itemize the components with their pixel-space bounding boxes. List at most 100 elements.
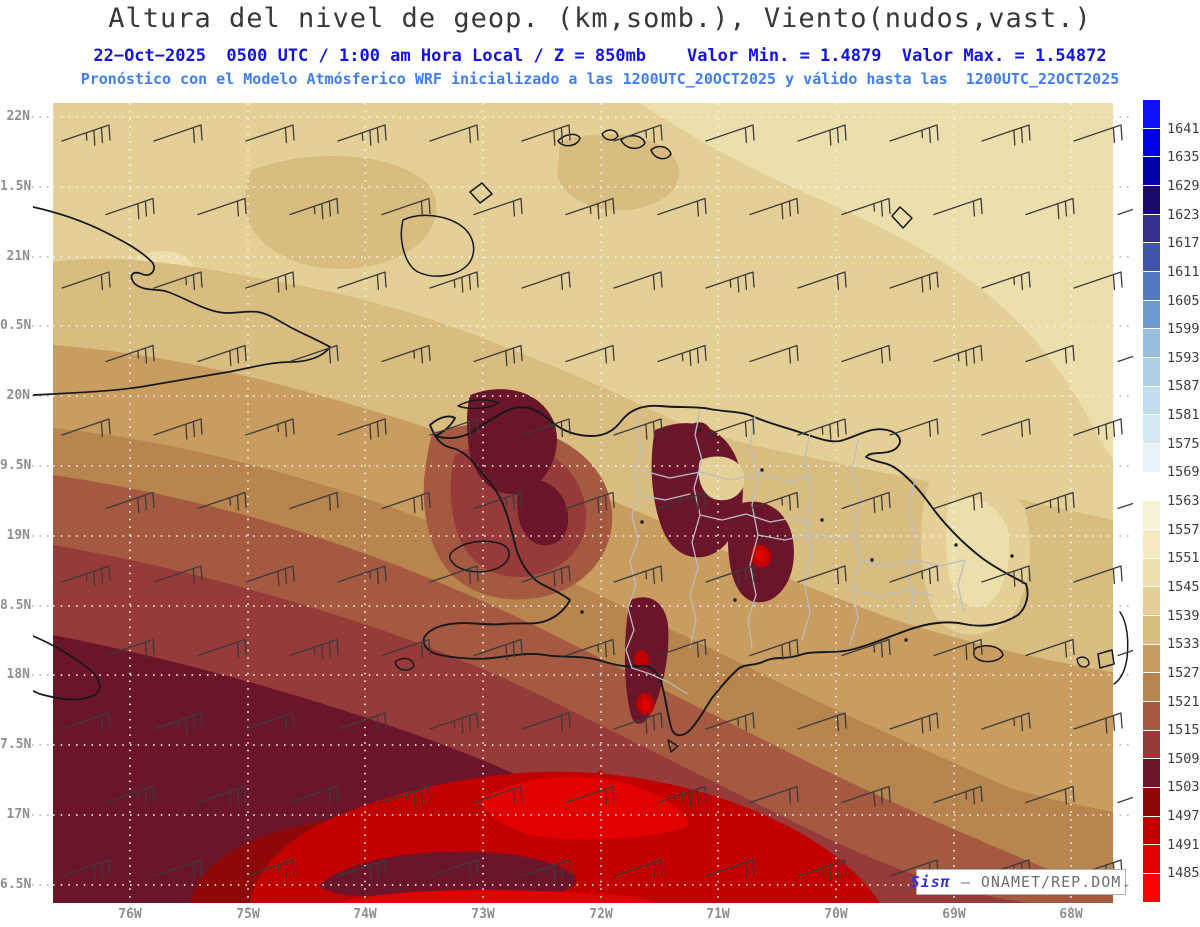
wind-barb bbox=[153, 565, 203, 585]
coastline-caicos bbox=[557, 129, 672, 160]
colorbar-tick-label: 1563 bbox=[1167, 493, 1200, 509]
colorbar-segment bbox=[1143, 730, 1160, 759]
wind-barb bbox=[749, 197, 799, 220]
province-borders bbox=[625, 409, 966, 695]
colorbar-segment bbox=[1143, 501, 1160, 530]
wind-barb bbox=[1073, 124, 1123, 144]
wind-barb bbox=[705, 271, 755, 293]
colorbar-tick-label: 1551 bbox=[1167, 550, 1200, 567]
wind-barb bbox=[749, 344, 799, 364]
coastline-cuba bbox=[33, 206, 331, 396]
wind-barb bbox=[981, 418, 1031, 438]
contour-band bbox=[690, 422, 712, 449]
wind-barb bbox=[841, 491, 891, 514]
y-tick-label: 20N bbox=[6, 388, 30, 403]
coastline-mona bbox=[1076, 656, 1090, 668]
x-tick-label: 69W bbox=[942, 907, 966, 922]
wind-barb bbox=[105, 491, 155, 514]
coastline-jamaica bbox=[33, 635, 101, 701]
wind-barb bbox=[797, 712, 847, 732]
coastline-navidad bbox=[891, 206, 913, 229]
x-tick-label: 72W bbox=[589, 907, 613, 922]
colorbar-tick-label: 1485 bbox=[1167, 865, 1200, 882]
wind-barb bbox=[289, 638, 339, 661]
colorbar-segment bbox=[1143, 788, 1160, 816]
colorbar-tick-label: 1575 bbox=[1167, 435, 1200, 452]
wind-barb bbox=[381, 638, 431, 658]
colorbar-tick-label: 1545 bbox=[1167, 578, 1200, 595]
wind-barb bbox=[429, 712, 479, 734]
wind-barb bbox=[981, 859, 1031, 881]
wind-barb bbox=[705, 418, 755, 438]
wind-barb bbox=[153, 271, 203, 291]
y-tick-label: 9.5N bbox=[0, 458, 32, 473]
wind-barb bbox=[797, 124, 847, 146]
x-tick-label: 74W bbox=[353, 907, 377, 922]
wind-barb bbox=[657, 197, 707, 217]
wind-barb bbox=[797, 859, 847, 881]
x-tick-label: 68W bbox=[1059, 907, 1083, 922]
colorbar-tick-label: 1569 bbox=[1167, 464, 1200, 481]
wind-barb bbox=[381, 785, 431, 808]
colorbar-tick-label: 1581 bbox=[1167, 407, 1200, 424]
wind-barbs bbox=[61, 124, 1133, 881]
contour-band bbox=[320, 851, 577, 899]
wind-barb bbox=[429, 124, 479, 144]
colorbar-tick-label: 1593 bbox=[1167, 349, 1200, 366]
wind-barb bbox=[337, 418, 387, 440]
wind-barb bbox=[749, 638, 799, 661]
wind-barb bbox=[1025, 491, 1075, 514]
wind-barb bbox=[933, 785, 983, 805]
colorbar-tick-label: 1527 bbox=[1167, 664, 1200, 681]
wind-barb bbox=[289, 491, 339, 511]
datetime-minmax-line: 22−Oct−2025 0500 UTC / 1:00 am Hora Loca… bbox=[93, 46, 1107, 66]
y-tick-label: 6.5N bbox=[0, 877, 32, 892]
contour-band bbox=[755, 550, 766, 562]
watermark-org bbox=[951, 873, 961, 891]
colorbar-tick-label: 1557 bbox=[1167, 521, 1200, 538]
wind-barb bbox=[245, 124, 295, 144]
contour-band bbox=[480, 776, 690, 840]
colorbar-tick-label: 1539 bbox=[1167, 607, 1200, 624]
wind-barb bbox=[61, 271, 111, 291]
wind-barb bbox=[245, 271, 295, 293]
wind-barb bbox=[841, 638, 891, 658]
colorbar-tick-label: 1491 bbox=[1167, 836, 1200, 853]
coastline-hispaniola bbox=[422, 404, 1029, 737]
y-tick-label: 19N bbox=[6, 528, 30, 543]
colorbar-tick-label: 1533 bbox=[1167, 636, 1200, 653]
colorbar-segment bbox=[1143, 300, 1160, 329]
wind-barb bbox=[473, 785, 523, 805]
wind-barb bbox=[933, 197, 983, 217]
wind-barb bbox=[657, 344, 707, 367]
wind-barb bbox=[1073, 712, 1123, 734]
wind-barb bbox=[705, 859, 755, 879]
colorbar-segment bbox=[1143, 845, 1160, 874]
contour-field bbox=[53, 103, 1113, 903]
contour-band bbox=[245, 156, 437, 269]
wind-barb bbox=[565, 344, 615, 364]
wind-barb bbox=[889, 712, 939, 734]
wind-barb bbox=[841, 344, 891, 364]
wind-barb bbox=[613, 418, 663, 440]
wind-barb bbox=[889, 124, 939, 144]
wind-barb bbox=[521, 712, 571, 732]
wind-barb bbox=[289, 344, 339, 364]
wind-barb bbox=[749, 491, 799, 511]
x-tick-label: 70W bbox=[824, 907, 848, 922]
colorbar-segment bbox=[1143, 186, 1160, 214]
coastline-ile-a-vache bbox=[394, 657, 415, 671]
wind-barb bbox=[1025, 197, 1075, 220]
colorbar-tick-label: 1515 bbox=[1167, 722, 1200, 739]
wind-barb bbox=[933, 344, 983, 367]
wind-barb bbox=[337, 859, 387, 881]
wind-barb bbox=[1117, 502, 1133, 510]
x-tick-label: 73W bbox=[471, 907, 495, 922]
colorbar bbox=[1143, 100, 1160, 902]
wind-barb bbox=[1073, 271, 1123, 291]
wind-barb bbox=[381, 344, 431, 364]
town-dots bbox=[580, 428, 1014, 642]
wind-barb bbox=[521, 271, 571, 291]
